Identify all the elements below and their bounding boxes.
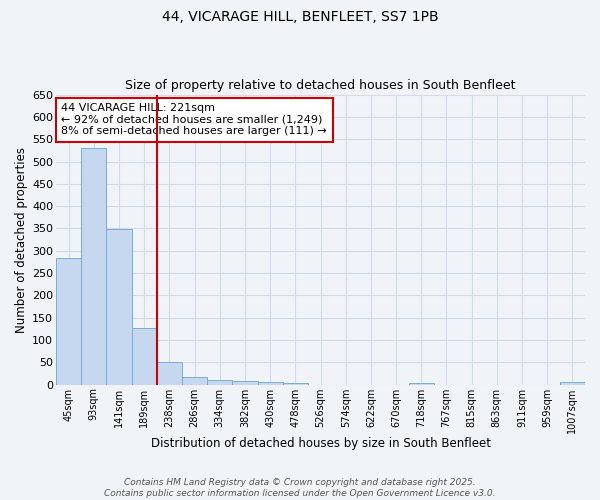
Bar <box>257 382 283 384</box>
Bar <box>81 148 106 384</box>
Bar <box>560 382 585 384</box>
Text: Contains HM Land Registry data © Crown copyright and database right 2025.
Contai: Contains HM Land Registry data © Crown c… <box>104 478 496 498</box>
Bar <box>207 380 232 384</box>
Text: 44, VICARAGE HILL, BENFLEET, SS7 1PB: 44, VICARAGE HILL, BENFLEET, SS7 1PB <box>161 10 439 24</box>
Bar <box>157 362 182 384</box>
Bar <box>182 377 207 384</box>
X-axis label: Distribution of detached houses by size in South Benfleet: Distribution of detached houses by size … <box>151 437 491 450</box>
Y-axis label: Number of detached properties: Number of detached properties <box>15 146 28 332</box>
Bar <box>56 258 81 384</box>
Bar <box>131 328 157 384</box>
Text: 44 VICARAGE HILL: 221sqm
← 92% of detached houses are smaller (1,249)
8% of semi: 44 VICARAGE HILL: 221sqm ← 92% of detach… <box>61 104 327 136</box>
Bar <box>106 230 131 384</box>
Bar <box>232 381 257 384</box>
Title: Size of property relative to detached houses in South Benfleet: Size of property relative to detached ho… <box>125 79 516 92</box>
